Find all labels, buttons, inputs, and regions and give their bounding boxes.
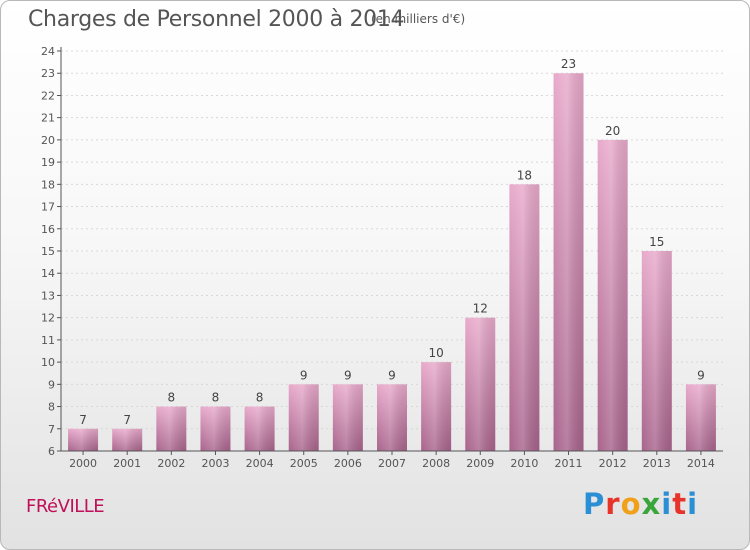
y-tick-label: 21 bbox=[41, 112, 55, 125]
y-tick-label: 7 bbox=[48, 423, 55, 436]
bar-shine bbox=[288, 384, 319, 451]
logo-letter: i bbox=[687, 487, 699, 521]
y-tick-label: 11 bbox=[41, 334, 55, 347]
data-label: 10 bbox=[428, 346, 443, 360]
chart-subtitle: (en milliers d'€) bbox=[371, 12, 466, 26]
y-tick-label: 10 bbox=[41, 356, 55, 369]
x-tick-label: 2014 bbox=[687, 457, 715, 470]
chart-title: Charges de Personnel 2000 à 2014 bbox=[28, 7, 405, 32]
logo-letter: r bbox=[605, 487, 621, 521]
y-tick-label: 20 bbox=[41, 134, 55, 147]
y-tick-label: 13 bbox=[41, 289, 55, 302]
y-tick-label: 6 bbox=[48, 445, 55, 458]
data-label: 9 bbox=[344, 368, 352, 382]
bar-shine bbox=[244, 406, 275, 451]
data-label: 8 bbox=[212, 391, 220, 405]
y-tick-label: 23 bbox=[41, 67, 55, 80]
x-tick-label: 2013 bbox=[643, 457, 671, 470]
bar-shine bbox=[112, 428, 143, 451]
logo-letter: P bbox=[583, 487, 606, 521]
bar-shine bbox=[641, 251, 672, 451]
data-label: 18 bbox=[517, 168, 532, 182]
bar-shine bbox=[421, 362, 452, 451]
data-label: 9 bbox=[300, 368, 308, 382]
x-tick-label: 2011 bbox=[555, 457, 583, 470]
x-tick-label: 2005 bbox=[290, 457, 318, 470]
bar-shine bbox=[68, 428, 99, 451]
data-label: 7 bbox=[123, 413, 131, 427]
y-tick-label: 8 bbox=[48, 401, 55, 414]
y-tick-label: 9 bbox=[48, 378, 55, 391]
data-label: 23 bbox=[561, 57, 576, 71]
bar-shine bbox=[465, 317, 496, 451]
data-label: 9 bbox=[697, 368, 705, 382]
bar-shine bbox=[332, 384, 363, 451]
x-tick-label: 2006 bbox=[334, 457, 362, 470]
bar-shine bbox=[685, 384, 716, 451]
bar-shine bbox=[597, 139, 628, 451]
y-tick-label: 19 bbox=[41, 156, 55, 169]
bar-shine bbox=[156, 406, 187, 451]
logo-letter: x bbox=[641, 487, 662, 521]
data-label: 9 bbox=[388, 368, 396, 382]
x-tick-label: 2010 bbox=[510, 457, 538, 470]
y-tick-label: 15 bbox=[41, 245, 55, 258]
x-tick-label: 2002 bbox=[157, 457, 185, 470]
logo-letter: o bbox=[620, 487, 642, 521]
data-label: 7 bbox=[79, 413, 87, 427]
data-label: 8 bbox=[256, 391, 264, 405]
x-tick-label: 2003 bbox=[201, 457, 229, 470]
data-label: 20 bbox=[605, 124, 620, 138]
y-tick-label: 12 bbox=[41, 312, 55, 325]
logo-letter: t bbox=[672, 487, 688, 521]
x-tick-label: 2008 bbox=[422, 457, 450, 470]
bar-shine bbox=[200, 406, 231, 451]
x-tick-label: 2000 bbox=[69, 457, 97, 470]
bar-shine bbox=[553, 73, 584, 451]
town-name: FRéVILLE bbox=[26, 496, 105, 517]
x-tick-label: 2004 bbox=[246, 457, 274, 470]
x-tick-label: 2012 bbox=[599, 457, 627, 470]
y-tick-label: 24 bbox=[41, 45, 55, 58]
y-tick-label: 14 bbox=[41, 267, 55, 280]
y-tick-label: 22 bbox=[41, 89, 55, 102]
data-label: 8 bbox=[168, 391, 176, 405]
data-label: 12 bbox=[473, 302, 488, 316]
proxiti-logo[interactable]: Proxiti bbox=[583, 487, 698, 521]
bar-shine bbox=[377, 384, 407, 451]
bar-shine bbox=[509, 184, 540, 452]
data-label: 15 bbox=[649, 235, 664, 249]
y-tick-label: 16 bbox=[41, 223, 55, 236]
x-tick-label: 2001 bbox=[113, 457, 141, 470]
y-tick-label: 17 bbox=[41, 201, 55, 214]
x-tick-label: 2009 bbox=[466, 457, 494, 470]
y-tick-label: 18 bbox=[41, 178, 55, 191]
logo-letter: i bbox=[661, 487, 673, 521]
x-tick-label: 2007 bbox=[378, 457, 406, 470]
